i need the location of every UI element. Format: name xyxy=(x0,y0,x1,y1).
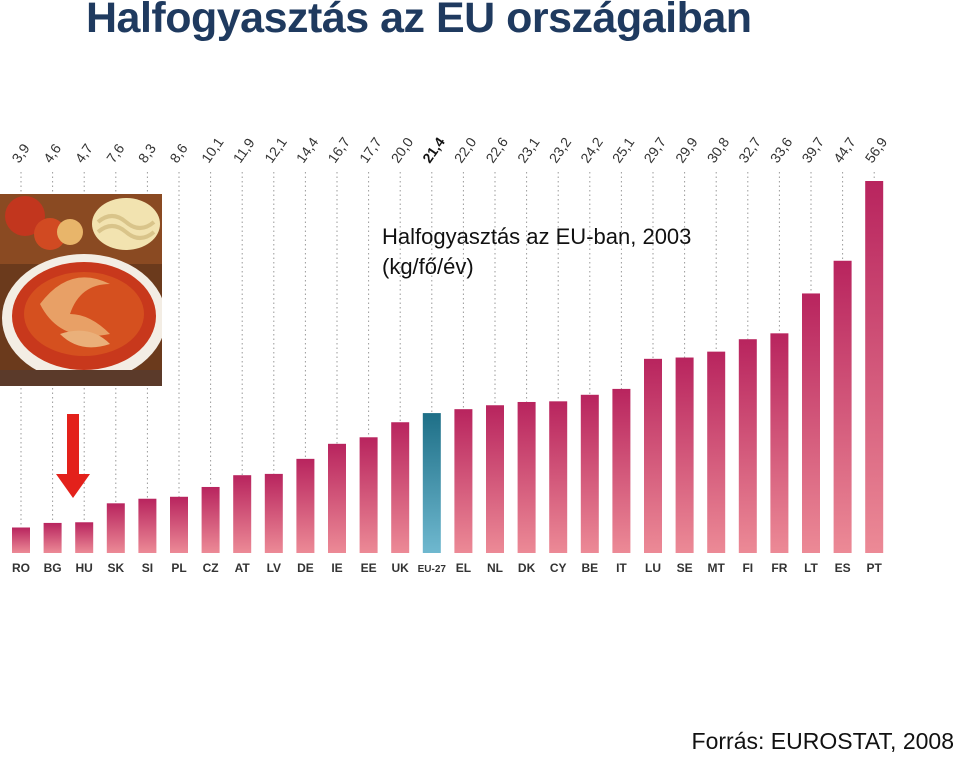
bar-fr xyxy=(770,333,789,553)
chart-title-line-1: Halfogyasztás az EU-ban, 2003 xyxy=(382,224,692,249)
category-label: HU xyxy=(76,561,93,575)
category-label: LV xyxy=(267,561,281,575)
bar-hu xyxy=(75,522,94,553)
value-label: 39,7 xyxy=(798,134,827,166)
bar-nl xyxy=(486,405,504,553)
value-label: 21,4 xyxy=(419,134,448,166)
chart-title-line-2: (kg/fő/év) xyxy=(382,254,474,279)
category-label: MT xyxy=(708,561,726,575)
page-title: Halfogyasztás az EU országaiban xyxy=(86,0,752,42)
category-label: SK xyxy=(107,561,124,575)
category-label: UK xyxy=(392,561,410,575)
category-label: EU-27 xyxy=(418,564,447,575)
bar-cz xyxy=(201,486,220,553)
value-label: 4,6 xyxy=(40,140,64,165)
category-label: CY xyxy=(550,561,567,575)
bar-lt xyxy=(802,293,820,553)
category-label: PT xyxy=(867,561,883,575)
value-label: 16,7 xyxy=(324,134,353,166)
value-label: 20,0 xyxy=(388,134,417,166)
value-label: 4,7 xyxy=(72,140,96,165)
value-label: 29,7 xyxy=(640,134,669,166)
category-label: BE xyxy=(581,561,598,575)
category-label: IT xyxy=(616,561,627,575)
value-label: 32,7 xyxy=(735,134,764,166)
bar-ee xyxy=(359,437,378,553)
bar-si xyxy=(138,498,157,553)
value-label: 44,7 xyxy=(830,134,859,166)
value-label: 24,2 xyxy=(577,134,606,166)
value-label: 10,1 xyxy=(198,134,227,166)
value-label: 8,3 xyxy=(135,140,159,165)
bar-ie xyxy=(328,443,346,553)
category-label: CZ xyxy=(203,561,219,575)
bar-el xyxy=(454,409,473,553)
category-label: DK xyxy=(518,561,536,575)
bar-cy xyxy=(549,401,568,553)
value-label: 11,9 xyxy=(230,135,258,166)
category-label: FR xyxy=(771,561,787,575)
bar-de xyxy=(296,458,315,553)
bar-es xyxy=(833,260,852,553)
value-label: 7,6 xyxy=(103,140,127,165)
down-arrow-icon xyxy=(56,414,90,498)
value-label: 22,6 xyxy=(482,134,511,166)
bar-mt xyxy=(707,351,726,553)
bar-at xyxy=(233,475,252,553)
category-label: RO xyxy=(12,561,30,575)
bar-fi xyxy=(738,339,757,553)
value-label: 3,9 xyxy=(8,140,32,165)
category-label: LT xyxy=(804,561,818,575)
value-label: 23,2 xyxy=(546,134,575,166)
category-label: ES xyxy=(835,561,851,575)
category-label: BG xyxy=(44,561,62,575)
category-labels: RO BG HU SK SI PL CZ AT LV DE IE EE UK EU-27 EL NL DK CY B… xyxy=(12,561,883,575)
category-label: EL xyxy=(456,561,471,575)
value-label: 22,0 xyxy=(451,134,480,166)
bar-uk xyxy=(391,422,410,553)
fish-soup-photo xyxy=(0,194,162,386)
bar-sk xyxy=(106,503,125,553)
bar-it xyxy=(612,388,631,553)
bar-ro xyxy=(12,527,30,553)
bar-be xyxy=(580,394,599,553)
bar-pt xyxy=(865,181,884,553)
value-label: 23,1 xyxy=(514,134,543,166)
category-label: IE xyxy=(331,561,342,575)
category-label: NL xyxy=(487,561,503,575)
value-label: 33,6 xyxy=(767,134,796,166)
category-label: FI xyxy=(742,561,753,575)
category-label: PL xyxy=(171,561,186,575)
category-label: SE xyxy=(677,561,693,575)
category-label: EE xyxy=(361,561,377,575)
chart-title: Halfogyasztás az EU-ban, 2003 (kg/fő/év) xyxy=(382,222,691,282)
bar-lu xyxy=(644,358,662,553)
value-label: 17,7 xyxy=(356,134,385,166)
category-label: DE xyxy=(297,561,314,575)
value-label: 14,4 xyxy=(293,134,322,166)
bar-eu-27 xyxy=(422,413,441,553)
value-label: 29,9 xyxy=(672,134,701,166)
category-label: SI xyxy=(142,561,153,575)
chart-bars xyxy=(12,181,884,553)
bar-bg xyxy=(43,522,62,553)
bar-pl xyxy=(170,496,188,553)
category-label: LU xyxy=(645,561,661,575)
value-label: 25,1 xyxy=(609,134,638,166)
source-note: Forrás: EUROSTAT, 2008 xyxy=(691,728,954,754)
value-label: 8,6 xyxy=(166,140,190,165)
value-label: 56,9 xyxy=(862,134,891,166)
bar-se xyxy=(675,357,694,553)
value-label: 30,8 xyxy=(704,134,733,166)
value-labels: 3,9 4,6 4,7 7,6 8,3 8,6 10,1 11,9 12,1 14,4 16,7 17… xyxy=(8,134,890,166)
value-label: 12,1 xyxy=(261,134,290,166)
bar-lv xyxy=(264,473,283,553)
bar-dk xyxy=(517,401,536,553)
category-label: AT xyxy=(235,561,251,575)
